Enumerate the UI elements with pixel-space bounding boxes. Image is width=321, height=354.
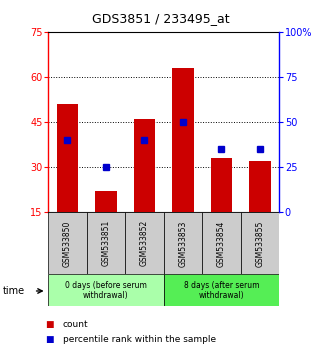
Text: 0 days (before serum
withdrawal): 0 days (before serum withdrawal) [65, 281, 147, 300]
Bar [57, 104, 78, 212]
Bar [202, 212, 241, 274]
Bar [48, 212, 87, 274]
Bar [172, 68, 194, 212]
Text: GSM533853: GSM533853 [178, 220, 187, 267]
Text: percentile rank within the sample: percentile rank within the sample [63, 335, 216, 344]
Text: GSM533850: GSM533850 [63, 220, 72, 267]
Text: ■: ■ [45, 320, 53, 330]
Text: count: count [63, 320, 88, 330]
Bar [87, 212, 125, 274]
Text: GDS3851 / 233495_at: GDS3851 / 233495_at [92, 12, 229, 25]
Bar [164, 212, 202, 274]
Text: GSM533854: GSM533854 [217, 220, 226, 267]
Bar [249, 161, 271, 212]
Bar [95, 191, 117, 212]
Bar [164, 274, 279, 306]
Bar [48, 274, 164, 306]
Text: ■: ■ [45, 335, 53, 344]
Text: GSM533851: GSM533851 [101, 220, 110, 267]
Text: 8 days (after serum
withdrawal): 8 days (after serum withdrawal) [184, 281, 259, 300]
Bar [211, 158, 232, 212]
Text: GSM533852: GSM533852 [140, 220, 149, 267]
Text: time: time [3, 286, 25, 296]
Bar [241, 212, 279, 274]
Bar [125, 212, 164, 274]
Bar [134, 119, 155, 212]
Text: GSM533855: GSM533855 [256, 220, 265, 267]
